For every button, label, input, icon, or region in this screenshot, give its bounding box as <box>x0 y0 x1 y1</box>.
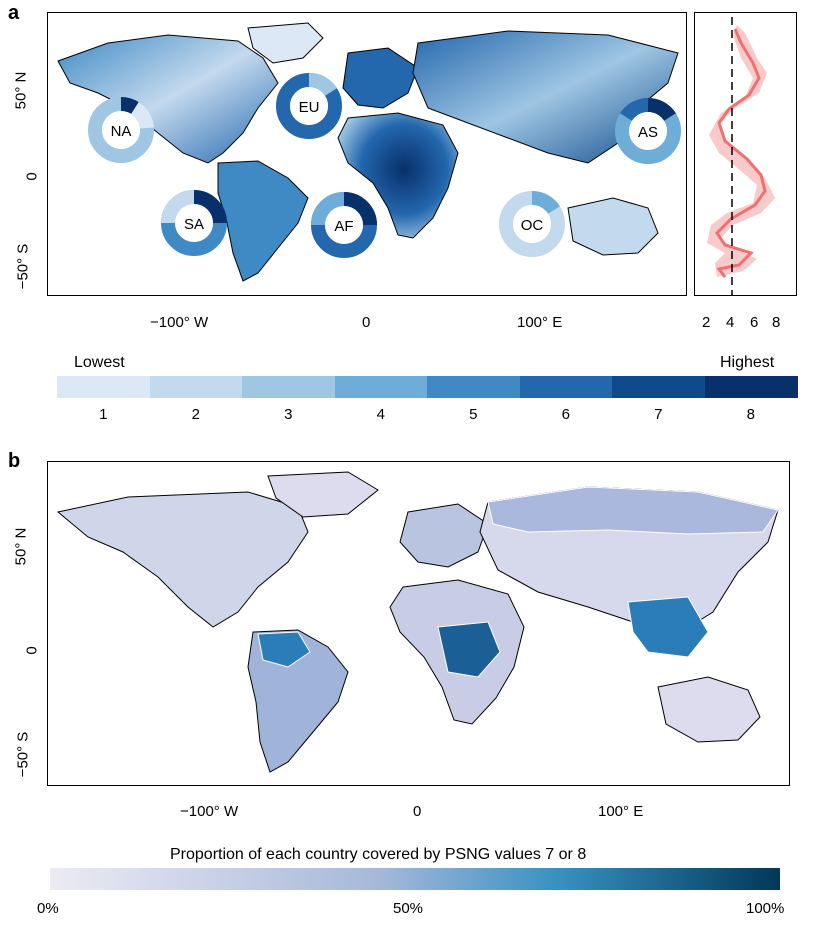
profile-uncertainty-band <box>707 25 775 277</box>
donut-na: NA <box>88 97 154 163</box>
y-tick-50n: 50° N <box>12 71 30 110</box>
y-tick-0: 0 <box>23 172 41 181</box>
panel-a-map: NA EU AS SA AF <box>47 12 687 296</box>
psng-colorbar-labels: 1 2 3 4 5 6 7 8 <box>57 406 797 426</box>
colorbar-class-label-1: 1 <box>99 406 108 423</box>
psng-map: NA EU AS SA AF <box>57 22 681 282</box>
x-tick-100e: 100° E <box>517 314 563 331</box>
legend-b-tick-0: 0% <box>37 900 59 917</box>
australia-region <box>567 197 659 256</box>
region-label-af: AF <box>334 218 353 235</box>
colorbar-class-1 <box>57 376 150 398</box>
legend-b-tick-100: 100% <box>746 900 785 917</box>
colorbar-class-label-6: 6 <box>561 406 570 423</box>
colorbar-class-label-2: 2 <box>191 406 200 423</box>
colorbar-class-2 <box>149 376 243 398</box>
donut-as: AS <box>615 97 681 164</box>
legend-low-label: Lowest <box>74 354 125 371</box>
country-proportion-map <box>56 471 779 773</box>
panel-b-map <box>47 461 790 786</box>
colorbar-class-label-5: 5 <box>469 406 478 423</box>
africa-region <box>337 112 459 239</box>
x-tick-100w: −100° W <box>150 314 209 331</box>
asia-region <box>412 30 679 164</box>
australia-country <box>657 676 761 743</box>
colorbar-class-3 <box>242 376 335 398</box>
colorbar-class-8 <box>704 376 798 398</box>
colorbar-class-6 <box>519 376 613 398</box>
latitude-profile-plot <box>694 12 797 296</box>
colorbar-class-4 <box>334 376 428 398</box>
psng-colorbar <box>57 376 798 398</box>
region-label-eu: EU <box>299 99 320 116</box>
colorbar-class-5 <box>427 376 520 398</box>
north-america-region <box>57 34 279 164</box>
amazon-countries <box>257 631 311 668</box>
panel-a-label: a <box>8 2 20 24</box>
donut-af: AF <box>311 192 377 258</box>
region-label-sa: SA <box>184 216 204 233</box>
side-x-tick-6: 6 <box>750 314 759 331</box>
europe-countries <box>399 503 489 568</box>
side-x-tick-2: 2 <box>702 314 711 331</box>
region-label-as: AS <box>638 124 658 141</box>
south-america-region <box>217 160 309 282</box>
donut-eu: EU <box>276 72 342 139</box>
side-x-tick-4: 4 <box>726 314 735 331</box>
greenland-region <box>247 22 324 64</box>
russia-country <box>487 486 779 535</box>
panel-b-label: b <box>8 450 21 472</box>
y-tick-50n-b: 50° N <box>12 527 30 566</box>
greenland-country <box>267 471 379 518</box>
colorbar-class-label-3: 3 <box>284 406 293 423</box>
side-x-tick-8: 8 <box>772 314 781 331</box>
proportion-colorbar <box>50 868 780 890</box>
x-tick-100e-b: 100° E <box>598 803 644 820</box>
region-label-na: NA <box>111 123 132 140</box>
y-tick-0-b: 0 <box>23 646 41 655</box>
donut-sa: SA <box>161 190 227 256</box>
y-tick-50s: −50° S <box>14 243 32 290</box>
x-tick-0-b: 0 <box>413 803 422 820</box>
profile-mean-line <box>715 28 767 278</box>
legend-b-tick-50: 50% <box>393 900 424 917</box>
colorbar-class-7 <box>612 376 705 398</box>
legend-b-title: Proportion of each country covered by PS… <box>170 846 587 863</box>
region-label-oc: OC <box>521 217 544 234</box>
y-tick-50s-b: −50° S <box>14 731 32 778</box>
colorbar-class-label-4: 4 <box>376 406 385 423</box>
donut-oc: OC <box>499 190 565 257</box>
legend-high-label: Highest <box>720 354 775 371</box>
colorbar-class-label-8: 8 <box>746 406 755 423</box>
central-africa-countries <box>437 621 501 678</box>
x-tick-0: 0 <box>362 314 371 331</box>
north-america-countries <box>56 491 309 628</box>
south-america-countries <box>247 629 349 773</box>
x-tick-100w-b: −100° W <box>180 803 239 820</box>
southeast-asia-countries <box>627 596 709 658</box>
europe-region <box>342 47 419 109</box>
colorbar-class-label-7: 7 <box>654 406 663 423</box>
